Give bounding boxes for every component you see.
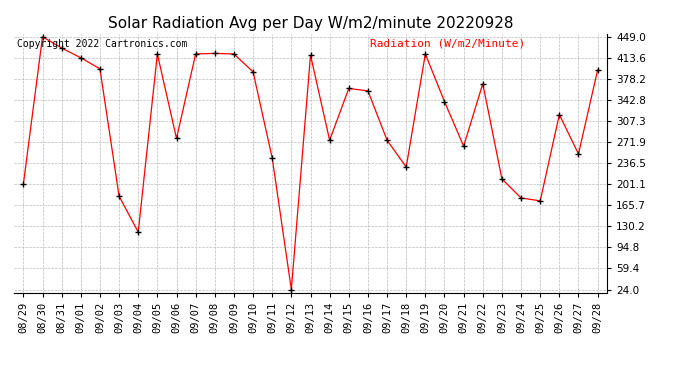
Title: Solar Radiation Avg per Day W/m2/minute 20220928: Solar Radiation Avg per Day W/m2/minute … [108,16,513,31]
Text: Radiation (W/m2/Minute): Radiation (W/m2/Minute) [370,39,525,49]
Text: Copyright 2022 Cartronics.com: Copyright 2022 Cartronics.com [17,39,187,49]
